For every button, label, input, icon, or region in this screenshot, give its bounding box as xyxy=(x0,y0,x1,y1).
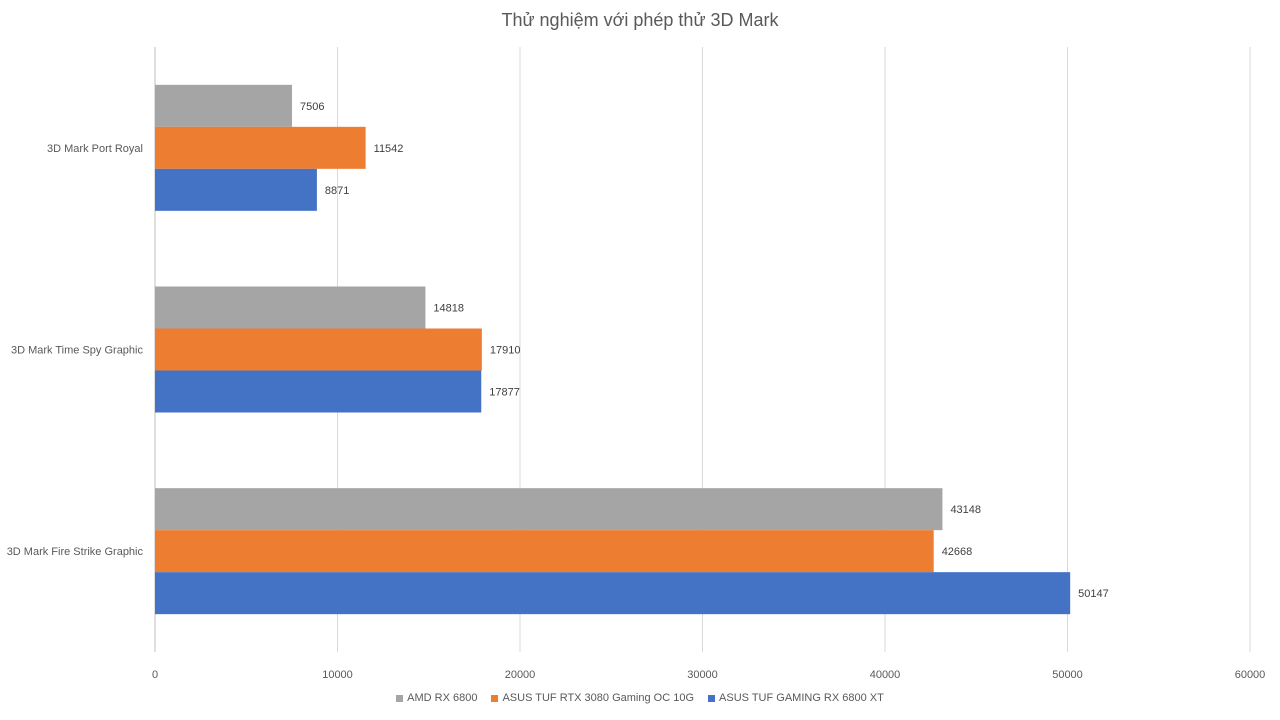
x-tick-label: 50000 xyxy=(1052,669,1083,681)
x-tick-label: 0 xyxy=(152,669,158,681)
legend-label: ASUS TUF GAMING RX 6800 XT xyxy=(719,692,884,704)
data-label: 42668 xyxy=(942,546,973,558)
x-tick-label: 40000 xyxy=(870,669,901,681)
bar xyxy=(155,530,934,573)
bar xyxy=(155,84,292,127)
legend-swatch xyxy=(491,694,499,702)
x-tick-label: 30000 xyxy=(687,669,718,681)
bar xyxy=(155,370,482,413)
chart-title: Thử nghiệm với phép thử 3D Mark xyxy=(501,10,779,30)
category-label: 3D Mark Fire Strike Graphic xyxy=(7,546,144,558)
bar xyxy=(155,328,482,371)
bar xyxy=(155,488,943,531)
bar xyxy=(155,572,1071,615)
bar xyxy=(155,168,317,211)
category-label: 3D Mark Time Spy Graphic xyxy=(11,345,144,357)
category-label: 3D Mark Port Royal xyxy=(47,143,143,155)
legend-label: AMD RX 6800 xyxy=(407,692,478,704)
legend-swatch xyxy=(708,694,716,702)
x-tick-label: 60000 xyxy=(1235,669,1266,681)
data-label: 50147 xyxy=(1078,588,1109,600)
legend-item: AMD RX 6800 xyxy=(396,692,477,704)
legend-item: ASUS TUF RTX 3080 Gaming OC 10G xyxy=(491,692,694,704)
data-label: 14818 xyxy=(433,303,464,315)
x-tick-label: 20000 xyxy=(505,669,536,681)
x-tick-label: 10000 xyxy=(322,669,353,681)
data-label: 17877 xyxy=(489,387,520,399)
data-label: 11542 xyxy=(374,143,404,155)
data-label: 43148 xyxy=(950,504,981,516)
legend-item: ASUS TUF GAMING RX 6800 XT xyxy=(708,692,884,704)
legend-swatch xyxy=(396,694,404,702)
data-label: 17910 xyxy=(490,345,521,357)
data-label: 8871 xyxy=(325,185,349,197)
bar xyxy=(155,286,426,329)
legend-label: ASUS TUF RTX 3080 Gaming OC 10G xyxy=(502,692,695,704)
legend: AMD RX 6800 ASUS TUF RTX 3080 Gaming OC 1… xyxy=(0,692,1280,704)
data-label: 7506 xyxy=(300,101,324,113)
bar xyxy=(155,126,366,169)
